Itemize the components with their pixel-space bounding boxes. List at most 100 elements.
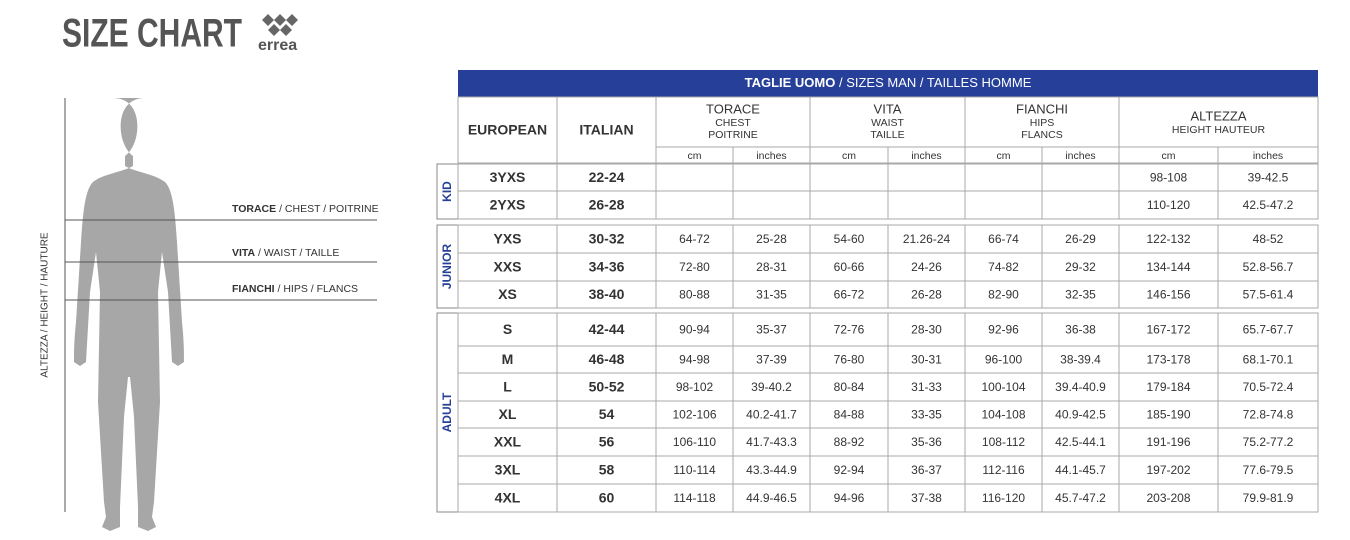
measure-value: 72-80	[679, 260, 710, 274]
measure-value: 173-178	[1146, 353, 1190, 367]
measure-value: 80-88	[679, 288, 710, 302]
table-cell	[556, 345, 657, 374]
measure-value: 31-35	[756, 288, 787, 302]
table-cell	[556, 312, 657, 347]
group-label: KID	[440, 181, 454, 202]
measure-header-cell	[809, 96, 966, 148]
measure-value: 191-196	[1146, 435, 1190, 449]
size-label: 50-52	[589, 379, 625, 395]
measure-value: 36-37	[911, 463, 942, 477]
measure-label: VITA / WAIST / TAILLE	[232, 247, 339, 259]
measure-value: 39-40.2	[751, 380, 792, 394]
table-cell	[1217, 280, 1319, 309]
measure-value: 43.3-44.9	[746, 463, 797, 477]
table-cell	[809, 280, 889, 309]
table-cell	[809, 455, 889, 485]
table-cell	[1217, 345, 1319, 374]
column-header: ITALIAN	[579, 122, 633, 138]
table-cell	[655, 280, 734, 309]
size-label: XL	[499, 406, 517, 422]
table-cell	[1041, 400, 1120, 429]
measure-sub: WAIST	[871, 117, 904, 129]
measure-value: 40.9-42.5	[1055, 408, 1106, 422]
measure-value: 28-31	[756, 260, 787, 274]
measure-value: 21.26-24	[903, 232, 951, 246]
table-cell	[1041, 163, 1120, 192]
brand-logo-mark	[262, 14, 298, 36]
table-cell	[457, 312, 558, 347]
measure-value: 110-114	[673, 463, 716, 477]
measure-value: 30-31	[911, 353, 942, 367]
measure-sub: HIPS	[1030, 117, 1055, 129]
measure-value: 79.9-81.9	[1243, 491, 1294, 505]
table-cell	[964, 190, 1043, 220]
unit-label: cm	[842, 150, 856, 162]
size-label: 60	[599, 490, 615, 506]
unit-label: cm	[997, 150, 1011, 162]
size-label: 54	[599, 406, 615, 422]
measure-value: 72.8-74.8	[1243, 408, 1294, 422]
measure-value: 98-108	[1150, 171, 1188, 185]
size-label: 58	[599, 462, 615, 478]
table-cell	[1217, 252, 1319, 282]
table-cell	[1118, 163, 1219, 192]
unit-label: inches	[1253, 150, 1283, 162]
table-cell	[655, 427, 734, 457]
measure-sub: TAILLE	[870, 129, 904, 141]
table-cell	[1041, 312, 1120, 347]
header-cell	[457, 96, 558, 164]
measure-label-bold: VITA	[232, 247, 256, 259]
table-cell	[1217, 400, 1319, 429]
size-label: 22-24	[589, 169, 625, 185]
page-title: SIZE CHART	[62, 12, 242, 56]
table-cell	[1041, 280, 1120, 309]
measure-value: 146-156	[1146, 288, 1190, 302]
size-label: 46-48	[589, 351, 625, 367]
table-cell	[732, 280, 811, 309]
table-cell	[655, 252, 734, 282]
table-cell	[887, 280, 966, 309]
table-cell	[556, 190, 657, 220]
table-cell	[732, 345, 811, 374]
table-cell	[1041, 252, 1120, 282]
measure-value: 60-66	[834, 260, 865, 274]
measure-value: 25-28	[756, 232, 787, 246]
measure-label-bold: TORACE	[232, 203, 276, 215]
measure-value: 64-72	[679, 232, 710, 246]
table-cell	[457, 163, 558, 192]
measure-value: 104-108	[981, 408, 1025, 422]
table-cell	[1118, 312, 1219, 347]
table-cell	[964, 400, 1043, 429]
table-cell	[1217, 163, 1319, 192]
table-cell	[457, 190, 558, 220]
measure-value: 36-38	[1065, 323, 1096, 337]
measure-sub: HEIGHT HAUTEUR	[1172, 124, 1266, 136]
table-cell	[1041, 483, 1120, 513]
table-cell	[887, 427, 966, 457]
measure-label-bold: FIANCHI	[232, 283, 275, 295]
measure-value: 29-32	[1065, 260, 1096, 274]
table-cell	[1041, 345, 1120, 374]
measure-value: 42.5-44.1	[1055, 435, 1106, 449]
size-label: 34-36	[589, 259, 625, 275]
measure-sub: POITRINE	[708, 129, 758, 141]
measure-value: 122-132	[1146, 232, 1190, 246]
table-cell	[964, 163, 1043, 192]
table-cell	[1118, 427, 1219, 457]
measure-value: 98-102	[676, 380, 714, 394]
measure-value: 37-39	[756, 353, 787, 367]
size-label: 42-44	[589, 321, 625, 337]
measure-value: 45.7-47.2	[1055, 491, 1106, 505]
measure-value: 74-82	[988, 260, 1019, 274]
measure-value: 68.1-70.1	[1243, 353, 1294, 367]
measure-value: 57.5-61.4	[1243, 288, 1294, 302]
table-cell	[1118, 252, 1219, 282]
measure-value: 114-118	[673, 491, 716, 505]
size-label: XS	[498, 286, 517, 302]
table-cell	[887, 372, 966, 402]
header-cell	[556, 96, 657, 164]
measure-value: 88-92	[834, 435, 865, 449]
brand-name: errea	[258, 37, 297, 54]
table-cell	[1217, 455, 1319, 485]
table-cell	[732, 455, 811, 485]
